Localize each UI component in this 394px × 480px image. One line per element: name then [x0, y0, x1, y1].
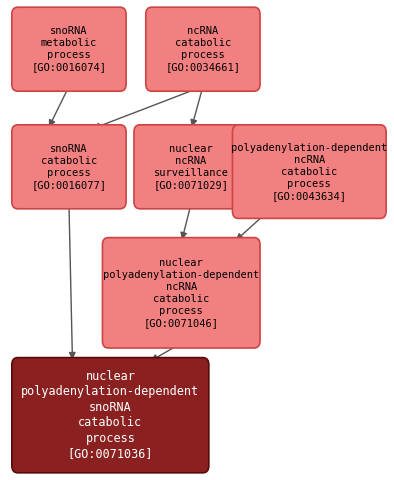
Text: polyadenylation-dependent
ncRNA
catabolic
process
[GO:0043634]: polyadenylation-dependent ncRNA cataboli… [231, 143, 387, 201]
FancyBboxPatch shape [146, 7, 260, 91]
Text: nuclear
ncRNA
surveillance
[GO:0071029]: nuclear ncRNA surveillance [GO:0071029] [154, 144, 229, 190]
FancyBboxPatch shape [134, 125, 248, 209]
Text: snoRNA
catabolic
process
[GO:0016077]: snoRNA catabolic process [GO:0016077] [32, 144, 106, 190]
FancyBboxPatch shape [102, 238, 260, 348]
Text: nuclear
polyadenylation-dependent
snoRNA
catabolic
process
[GO:0071036]: nuclear polyadenylation-dependent snoRNA… [21, 370, 199, 460]
FancyBboxPatch shape [12, 7, 126, 91]
FancyBboxPatch shape [232, 125, 386, 218]
Text: ncRNA
catabolic
process
[GO:0034661]: ncRNA catabolic process [GO:0034661] [165, 26, 240, 72]
FancyBboxPatch shape [12, 125, 126, 209]
FancyBboxPatch shape [12, 358, 209, 473]
Text: nuclear
polyadenylation-dependent
ncRNA
catabolic
process
[GO:0071046]: nuclear polyadenylation-dependent ncRNA … [103, 258, 259, 328]
Text: snoRNA
metabolic
process
[GO:0016074]: snoRNA metabolic process [GO:0016074] [32, 26, 106, 72]
